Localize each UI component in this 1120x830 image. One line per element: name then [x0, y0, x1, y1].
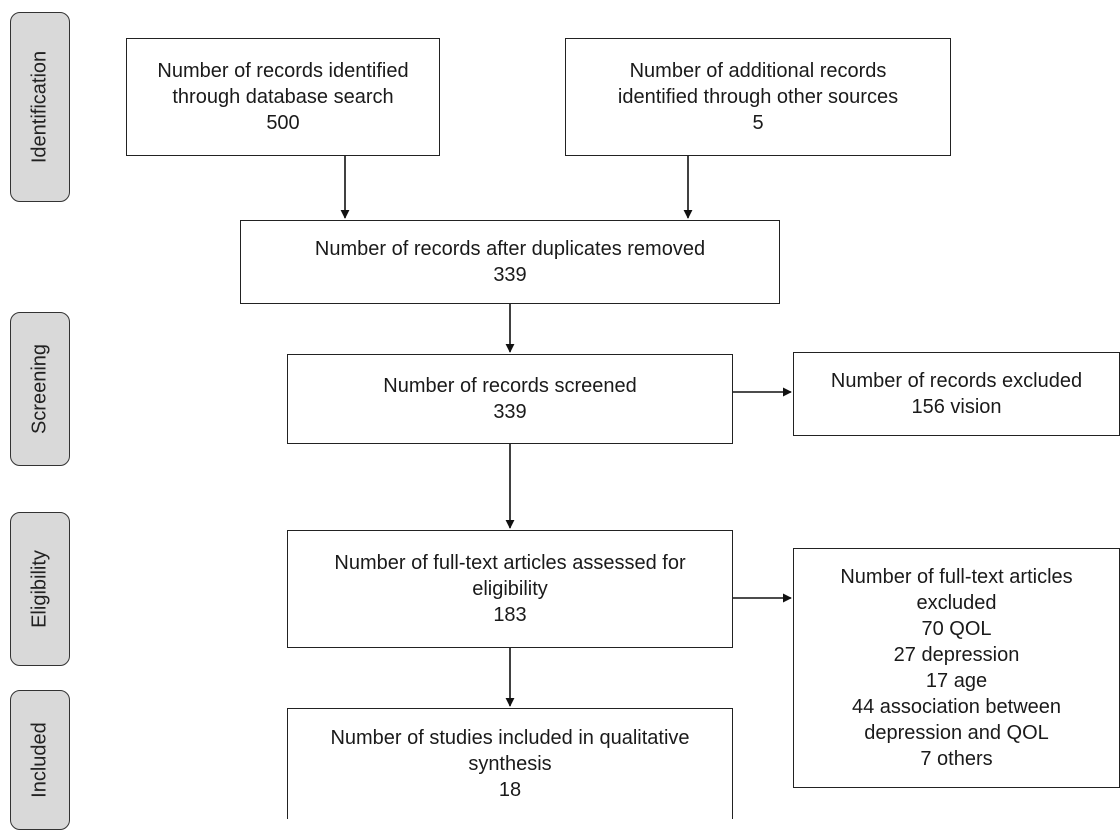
box-records-excluded-line-2: 156 vision [911, 396, 1002, 418]
box-full-text-excluded-line-2: excluded [916, 592, 997, 614]
box-full-text-excluded-line-4: 27 depression [893, 644, 1020, 666]
box-other-sources-line-2: identified through other sources [617, 86, 899, 108]
box-other-sources-line-1: Number of additional records [629, 60, 887, 82]
box-full-text-excluded-line-1: Number of full-text articles [840, 566, 1073, 588]
box-duplicates-removed-line-1: Number of records after duplicates remov… [314, 238, 706, 260]
box-full-text-assessed-line-1: Number of full-text articles assessed fo… [334, 552, 686, 574]
phase-eligibility-label: Eligibility [10, 512, 70, 666]
box-full-text-excluded: Number of full-text articles excluded 70… [793, 548, 1120, 788]
box-duplicates-removed-count: 339 [493, 264, 527, 286]
box-full-text-excluded-line-3: 70 QOL [921, 618, 992, 640]
box-studies-included-line-1: Number of studies included in qualitativ… [330, 727, 690, 749]
box-full-text-excluded-line-6: 44 association between [851, 696, 1062, 718]
box-other-sources: Number of additional records identified … [565, 38, 951, 156]
box-database-search-count: 500 [266, 112, 300, 134]
box-studies-included-line-2: synthesis [468, 753, 552, 775]
box-records-screened: Number of records screened 339 [287, 354, 733, 444]
box-studies-included-count: 18 [498, 779, 522, 801]
box-records-excluded: Number of records excluded 156 vision [793, 352, 1120, 436]
phase-included-label: Included [10, 690, 70, 830]
box-database-search-line-1: Number of records identified [157, 60, 409, 82]
phase-identification-label: Identification [10, 12, 70, 202]
box-full-text-assessed-line-2: eligibility [472, 578, 548, 600]
box-database-search-line-2: through database search [172, 86, 394, 108]
phase-screening-label: Screening [10, 312, 70, 466]
box-duplicates-removed: Number of records after duplicates remov… [240, 220, 780, 304]
box-records-screened-count: 339 [493, 401, 527, 423]
box-records-excluded-line-1: Number of records excluded [830, 370, 1083, 392]
box-full-text-assessed: Number of full-text articles assessed fo… [287, 530, 733, 648]
box-records-screened-line-1: Number of records screened [383, 375, 637, 397]
box-full-text-assessed-count: 183 [493, 604, 527, 626]
box-other-sources-count: 5 [752, 112, 764, 134]
box-database-search: Number of records identified through dat… [126, 38, 440, 156]
box-full-text-excluded-line-8: 7 others [920, 748, 993, 770]
box-full-text-excluded-line-7: depression and QOL [864, 722, 1049, 744]
box-full-text-excluded-line-5: 17 age [925, 670, 988, 692]
box-studies-included: Number of studies included in qualitativ… [287, 708, 733, 819]
